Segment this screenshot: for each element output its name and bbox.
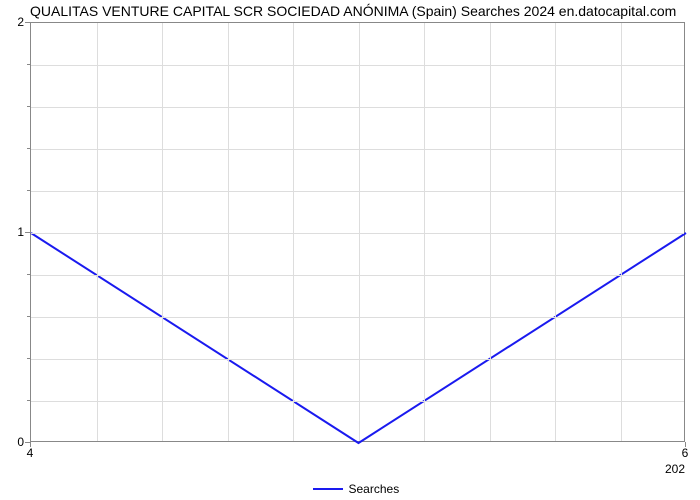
grid-line-h [31, 107, 684, 108]
grid-line-v [293, 23, 294, 441]
chart-title: QUALITAS VENTURE CAPITAL SCR SOCIEDAD AN… [30, 3, 676, 19]
chart-container: QUALITAS VENTURE CAPITAL SCR SOCIEDAD AN… [0, 0, 700, 500]
x-sublabel: 202 [665, 462, 685, 476]
grid-line-h [31, 401, 684, 402]
y-tick-minor [27, 190, 30, 191]
y-tick [25, 22, 30, 23]
grid-line-h [31, 359, 684, 360]
grid-line-v [228, 23, 229, 441]
legend: Searches [313, 482, 400, 496]
y-tick-minor [27, 274, 30, 275]
x-tick [30, 442, 31, 447]
grid-line-h [31, 149, 684, 150]
legend-label: Searches [349, 482, 400, 496]
y-tick-minor [27, 106, 30, 107]
grid-line-h [31, 65, 684, 66]
y-tick-minor [27, 400, 30, 401]
legend-swatch [313, 488, 343, 490]
grid-line-h [31, 317, 684, 318]
grid-line-v [555, 23, 556, 441]
x-tick-label: 6 [682, 446, 689, 460]
plot-area [30, 22, 685, 442]
grid-line-v [621, 23, 622, 441]
grid-line-h [31, 191, 684, 192]
grid-line-v [424, 23, 425, 441]
grid-line-v [359, 23, 360, 441]
grid-line-v [97, 23, 98, 441]
y-tick-label: 2 [10, 15, 24, 29]
y-tick-minor [27, 358, 30, 359]
y-tick-minor [27, 64, 30, 65]
x-tick [685, 442, 686, 447]
y-tick [25, 232, 30, 233]
y-tick-label: 1 [10, 225, 24, 239]
y-tick-minor [27, 316, 30, 317]
x-tick-label: 4 [27, 446, 34, 460]
grid-line-h [31, 233, 684, 234]
y-tick-minor [27, 148, 30, 149]
grid-line-h [31, 275, 684, 276]
y-tick-label: 0 [10, 435, 24, 449]
grid-line-v [162, 23, 163, 441]
grid-line-v [490, 23, 491, 441]
